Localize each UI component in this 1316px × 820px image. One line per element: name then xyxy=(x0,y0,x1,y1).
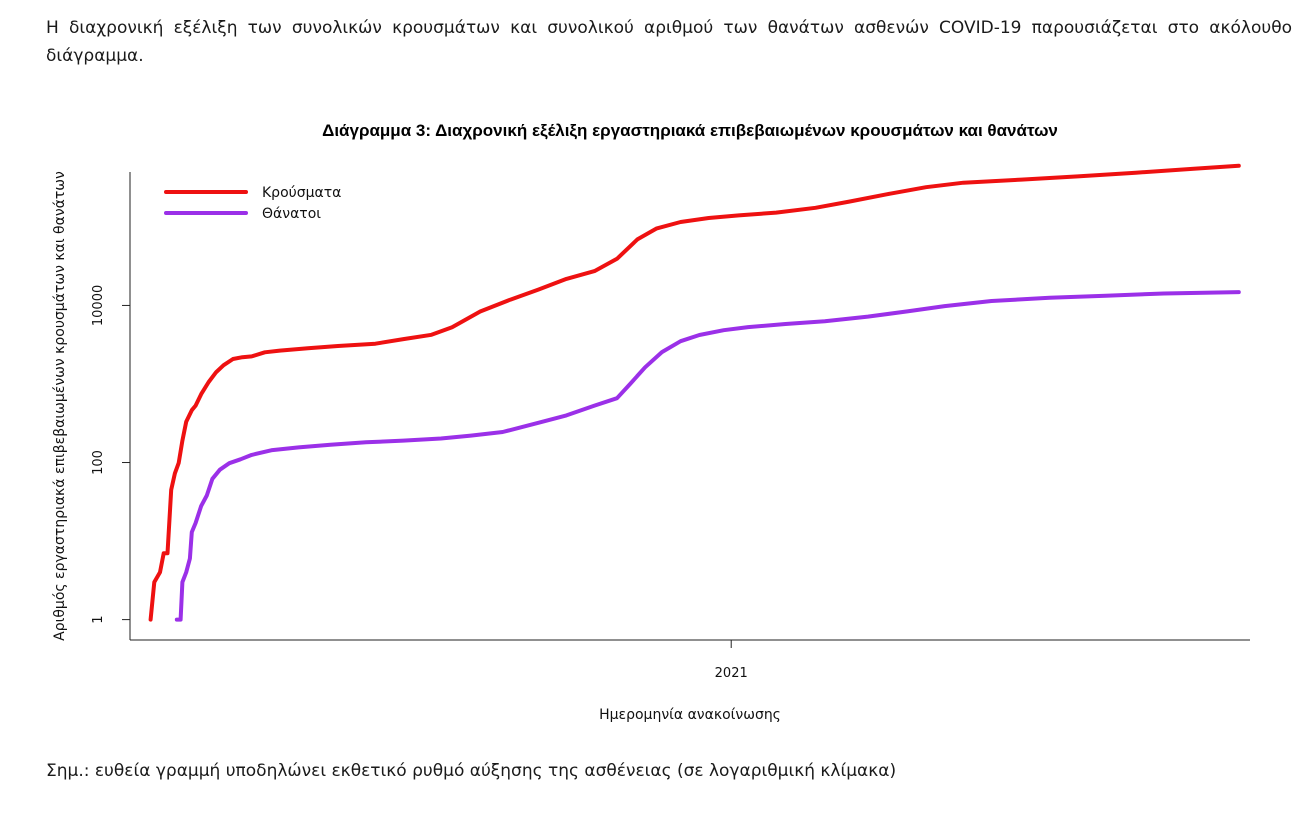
legend-label-deaths: Θάνατοι xyxy=(262,206,321,222)
legend: Κρούσματα Θάνατοι xyxy=(164,185,341,222)
series-line-cases xyxy=(148,163,1241,622)
legend-label-cases: Κρούσματα xyxy=(262,185,341,201)
series-line-deaths xyxy=(174,290,1241,622)
chart-note: Σημ.: ευθεία γραμμή υποδηλώνει εκθετικό … xyxy=(46,761,897,781)
y-axis-ticks: 1 100 10000 xyxy=(91,285,130,624)
y-tick-label: 1 xyxy=(91,615,106,623)
chart-title: Διάγραμμα 3: Διαχρονική εξέλιξη εργαστηρ… xyxy=(322,121,1058,140)
y-tick-label: 10000 xyxy=(91,285,106,326)
plot-axes xyxy=(129,172,1250,641)
x-axis-label: Ημερομηνία ανακοίνωσης xyxy=(599,707,781,723)
x-tick-label: 2021 xyxy=(715,666,748,681)
y-tick-label: 100 xyxy=(91,450,106,475)
x-axis-ticks: 2021 xyxy=(715,640,748,681)
y-axis-label: Αριθμός εργαστηριακά επιβεβαιωμένων κρου… xyxy=(52,171,68,641)
intro-paragraph: Η διαχρονική εξέλιξη των συνολικών κρουσ… xyxy=(46,18,1292,66)
series-lines xyxy=(148,163,1241,622)
